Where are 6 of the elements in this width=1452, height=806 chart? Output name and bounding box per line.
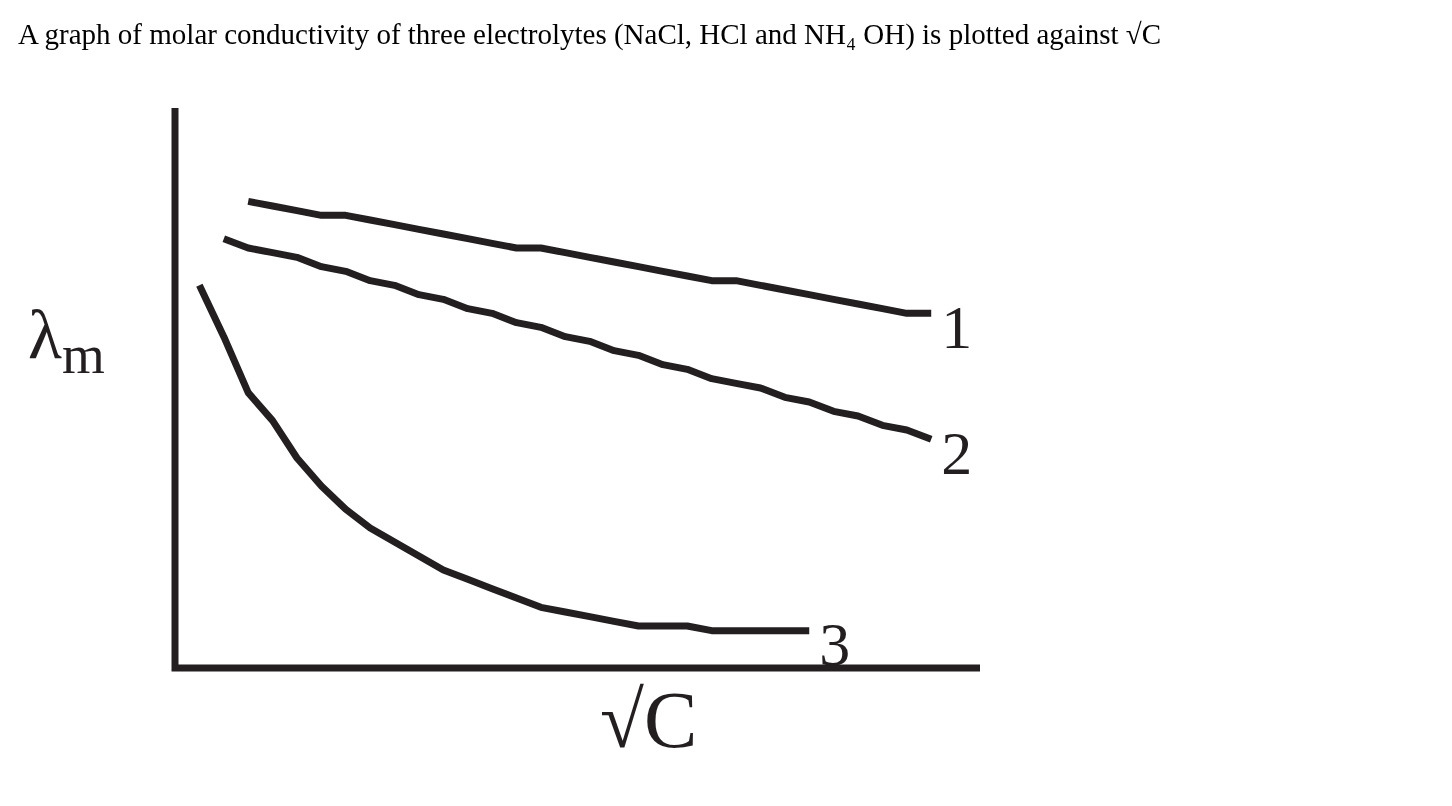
series-label: 1 [941, 292, 973, 361]
chart-title: A graph of molar conductivity of three electrolytes (NaCl, HCl and NH₄ OH) is plotted against √C [18, 18, 1162, 51]
series-label: 3 [819, 609, 851, 678]
y-axis-title: λ$_{m}$ [28, 296, 105, 385]
x-axis-title: √C [600, 676, 698, 764]
series-label: 2 [941, 418, 973, 487]
